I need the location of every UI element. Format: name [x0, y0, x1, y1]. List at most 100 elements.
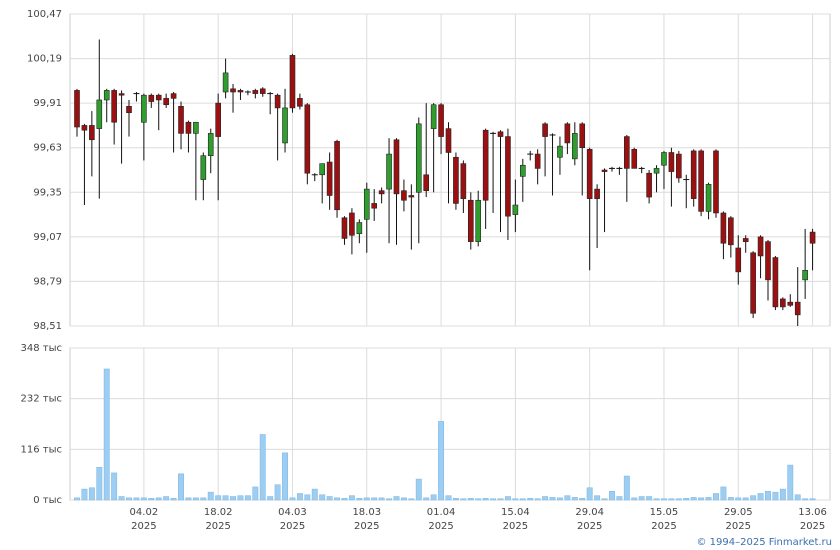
candle-body [401, 190, 407, 201]
volume-bar [549, 497, 556, 501]
volume-bar [304, 494, 311, 501]
candle-body [326, 161, 333, 196]
candle-body [735, 247, 742, 273]
volume-bar [623, 475, 630, 501]
volume-bar [356, 498, 363, 501]
candle-body [534, 153, 541, 169]
candle-body [170, 93, 177, 99]
candle-body [690, 150, 697, 199]
candle-body [572, 133, 578, 160]
credit: © 1994–2025 Finmarket.ru [696, 537, 832, 548]
candle-body [668, 152, 675, 172]
candle-body [482, 129, 489, 201]
volume-bar [490, 498, 497, 501]
candle-body [631, 149, 638, 169]
y-tick-label: 0 тыс [33, 495, 62, 506]
candle-body [193, 121, 199, 134]
volume-bar [244, 495, 251, 501]
volume-bar [207, 491, 214, 501]
volume-bar [111, 472, 118, 501]
volume-bar [103, 368, 110, 501]
volume-bar [609, 491, 615, 501]
x-tick-label: 29.05 2025 [724, 507, 753, 532]
volume-bar [267, 496, 274, 501]
volume-bar [497, 498, 504, 501]
volume-bar [415, 478, 422, 501]
volume-bar [430, 494, 437, 501]
volume-bar [170, 498, 177, 501]
candle-body [564, 123, 571, 144]
y-tick-label: 99,35 [33, 187, 62, 198]
volume-bar [787, 464, 794, 501]
volume-bar [215, 495, 222, 501]
candle-body [698, 150, 704, 212]
volume-bar [163, 496, 170, 501]
volume-bar [794, 494, 801, 501]
x-tick-label: 04.03 2025 [278, 507, 307, 532]
candle-body [111, 90, 117, 123]
candle-body [252, 90, 259, 94]
y-tick-label: 100,19 [27, 54, 62, 65]
candle-body [74, 90, 80, 128]
candle-body [141, 94, 147, 123]
volume-bar [252, 486, 259, 501]
candle-body [742, 238, 749, 242]
candle-body [772, 257, 779, 308]
candle-body [519, 164, 526, 177]
candle-body [430, 104, 437, 129]
volume-bar [341, 498, 348, 501]
volume-bar [140, 497, 147, 501]
candle-body [126, 106, 132, 113]
candle-body [103, 90, 110, 101]
volume-bar [779, 488, 786, 501]
candle-body [423, 174, 430, 191]
candle-body [386, 153, 392, 190]
candle-body [363, 188, 370, 220]
x-tick-label: 15.04 2025 [501, 507, 530, 532]
volume-bar [155, 497, 162, 501]
candle-body [750, 252, 756, 314]
candle-body [594, 188, 600, 199]
volume-bar [192, 497, 199, 501]
volume-bar [289, 497, 296, 501]
candle-body [512, 204, 519, 215]
volume-bar [601, 498, 608, 501]
volume-bar [534, 498, 541, 501]
y-tick-label: 98,51 [33, 321, 62, 332]
candle-body [237, 90, 244, 93]
volume-bar [705, 497, 712, 501]
candle-body [274, 94, 281, 109]
candle-body [178, 106, 184, 134]
candle-body [289, 55, 296, 109]
volume-bar [326, 496, 333, 501]
volume-bar [311, 488, 318, 501]
candle-body [787, 301, 794, 306]
candle-body [148, 94, 155, 102]
volume-bar [467, 498, 474, 501]
volume-bar [363, 497, 370, 501]
volume-bar [668, 498, 675, 501]
volume-bar [282, 452, 288, 501]
y-tick-label: 99,91 [33, 98, 62, 109]
candle-body [349, 212, 355, 236]
candle-body [460, 163, 467, 199]
volume-bar [259, 434, 266, 501]
y-tick-label: 98,79 [33, 276, 62, 287]
candle-body [505, 136, 511, 217]
volume-bar [230, 496, 236, 501]
volume-bar [200, 497, 207, 501]
volume-bar [631, 497, 638, 501]
volume-bar [742, 497, 749, 501]
x-tick-label: 15.05 2025 [650, 507, 679, 532]
candle-body [542, 123, 548, 137]
volume-bar [802, 498, 809, 501]
candle-body [713, 150, 719, 214]
volume-bar [445, 495, 452, 501]
volume-bar [586, 487, 593, 501]
volume-bar [504, 496, 511, 501]
volume-bar [772, 491, 779, 501]
y-tick-label: 116 тыс [21, 444, 62, 455]
volume-bar [452, 498, 459, 501]
volume-bar [512, 498, 519, 501]
candle-body [222, 72, 229, 93]
